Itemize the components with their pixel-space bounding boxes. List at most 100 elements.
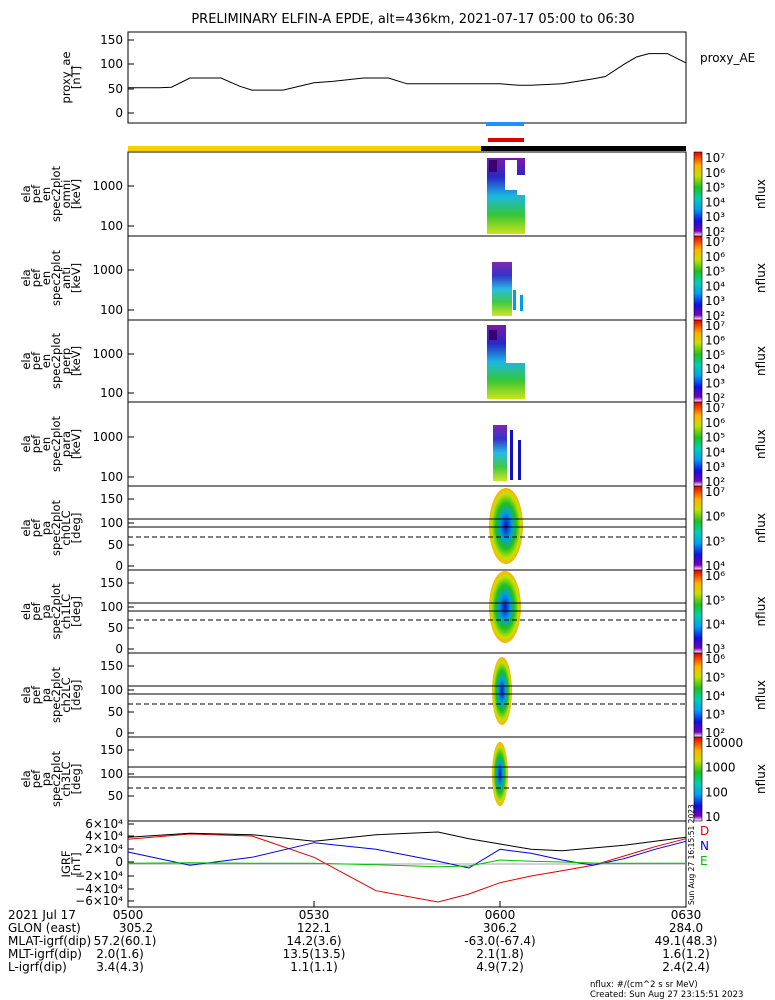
colorbar-2 [693, 319, 703, 403]
ylabel-ch1-0: ela [19, 603, 33, 620]
colorbar-4-tick-0: 10⁷ [705, 485, 725, 499]
ephem-glon-0500: 305.2 [119, 921, 153, 935]
colorbar-6-label: nflux [754, 680, 768, 710]
ephem-mlt-0630: 1.6(1.2) [662, 947, 710, 961]
colorbar-3-label: nflux [754, 429, 768, 459]
colorbar-6 [693, 652, 703, 738]
ylabel-omni-4: omni [59, 180, 73, 209]
ylabel-para-0: ela [19, 435, 33, 452]
sunlit-bar [128, 146, 481, 151]
ytick-ch0-0: 150 [100, 492, 123, 506]
colorbar-3-tick-0: 10⁷ [705, 401, 725, 415]
ylabel-perp-4: perp [59, 348, 73, 374]
ephem-l-0600: 4.9(7.2) [476, 960, 524, 974]
ephem-label-mlat: MLAT-igrf(dip) [8, 934, 91, 948]
colorbar-6-tick-0: 10⁶ [705, 652, 725, 666]
igrf-line-total [127, 831, 687, 852]
ch2-panel-frame [127, 652, 687, 738]
ylabel-ch0-4: ch0LC [59, 510, 73, 545]
ephem-label-date: 2021 Jul 17 [8, 908, 76, 922]
colorbar-2-tick-4: 10³ [705, 377, 725, 391]
colorbar-4-tick-1: 10⁶ [705, 510, 725, 524]
ephem-glon-0530: 122.1 [297, 921, 331, 935]
ch2-spectrogram [492, 657, 512, 725]
ephem-time-0630: 0630 [671, 908, 702, 922]
ytick-igrf-1: 4×10⁴ [85, 829, 123, 843]
ylabel-para-1: pef [29, 434, 43, 453]
ylabel-igrf-0: IGRF [59, 851, 73, 878]
ylabel-omni-1: pef [29, 184, 43, 203]
colorbar-1-tick-3: 10⁴ [705, 279, 725, 293]
ephem-label-mlt: MLT-igrf(dip) [8, 947, 82, 961]
ephem-mlat-0530: 14.2(3.6) [286, 934, 341, 948]
colorbar-6-tick-1: 10⁵ [705, 671, 725, 685]
ytick-igrf-0: 6×10⁴ [85, 817, 123, 831]
colorbar-6-tick-2: 10⁴ [705, 689, 725, 703]
anti-panel-frame [127, 235, 687, 321]
colorbar-0-tick-0: 10⁷ [705, 151, 725, 165]
ytick-ae-1: 100 [100, 57, 123, 71]
science-zone-bar-blue [486, 122, 524, 126]
colorbar-2-tick-5: 10² [705, 391, 725, 405]
colorbar-7-tick-1: 1000 [705, 761, 736, 775]
ytick-ae-0: 150 [100, 33, 123, 47]
ephem-mlat-0630: 49.1(48.3) [655, 934, 718, 948]
ytick-ae-2: 50 [108, 82, 123, 96]
colorbar-5-tick-2: 10⁴ [705, 618, 725, 632]
colorbar-0-tick-3: 10⁴ [705, 195, 725, 209]
colorbar-5-tick-0: 10⁶ [705, 569, 725, 583]
ephem-glon-0630: 284.0 [669, 921, 703, 935]
perp-spectrogram [487, 325, 525, 399]
ephem-l-0630: 2.4(2.4) [662, 960, 710, 974]
ylabel-ch2-1: pef [29, 685, 43, 704]
igrf-legend-n: N [700, 839, 709, 853]
colorbar-3-tick-2: 10⁵ [705, 431, 725, 445]
ylabel-perp-0: ela [19, 352, 33, 369]
ylabel-perp-3: spec2plot [49, 332, 63, 389]
igrf-line-e [127, 859, 686, 868]
ylabel-ch0-2: pa [39, 521, 53, 535]
ae-panel-frame [127, 31, 687, 124]
ylabel-ch0-3: spec2plot [49, 499, 63, 556]
colorbar-2-label: nflux [754, 346, 768, 376]
colorbar-0-tick-1: 10⁶ [705, 166, 725, 180]
colorbar-5-tick-1: 10⁵ [705, 593, 725, 607]
ylabel-ch3-2: pa [39, 772, 53, 786]
ylabel-ch2-5: [deg] [69, 680, 83, 711]
ylabel-perp-2: en [39, 354, 53, 368]
footer-units: nflux: #/(cm^2 s sr MeV) [590, 980, 698, 990]
ylabel-ch1-4: ch1LC [59, 594, 73, 629]
ylabel-ch3-4: ch3LC [59, 761, 73, 796]
colorbar-4-tick-2: 10⁵ [705, 534, 725, 548]
omni-spectrogram [487, 158, 525, 234]
ytick-ch2-0: 150 [100, 659, 123, 673]
ae-legend: proxy_AE [700, 51, 755, 65]
colorbar-1-tick-5: 10² [705, 309, 725, 323]
ephem-mlat-0500: 57.2(60.1) [94, 934, 157, 948]
ytick-ch1-0: 150 [100, 576, 123, 590]
ylabel-ch2-3: spec2plot [49, 666, 63, 723]
ylabel-ch3-3: spec2plot [49, 750, 63, 807]
ylabel-para-5: [keV] [69, 429, 83, 459]
ytick-ch3-2: 50 [108, 789, 123, 803]
colorbar-3-tick-5: 10² [705, 475, 725, 489]
colorbar-1-tick-2: 10⁵ [705, 265, 725, 279]
ytick-omni-0: 1000 [92, 179, 123, 193]
igrf-series [127, 831, 687, 903]
ephem-mlat-0600: -63.0(-67.4) [464, 934, 535, 948]
colorbar-0-label: nflux [754, 179, 768, 209]
colorbar-5-label: nflux [754, 597, 768, 627]
ytick-para-1: 100 [100, 470, 123, 484]
ylabel-para-4: para [59, 431, 73, 457]
colorbar-5 [693, 569, 703, 654]
ytick-igrf-3: 0 [115, 855, 123, 869]
colorbar-3-tick-4: 10³ [705, 460, 725, 474]
ae-line [128, 53, 687, 91]
ephemeris-table: 2021 Jul 17 GLON (east) MLAT-igrf(dip) M… [8, 908, 717, 974]
ephem-mlt-0500: 2.0(1.6) [96, 947, 144, 961]
ylabel-anti-2: en [39, 271, 53, 285]
ytick-para-0: 1000 [92, 430, 123, 444]
colorbar-0-tick-2: 10⁵ [705, 181, 725, 195]
